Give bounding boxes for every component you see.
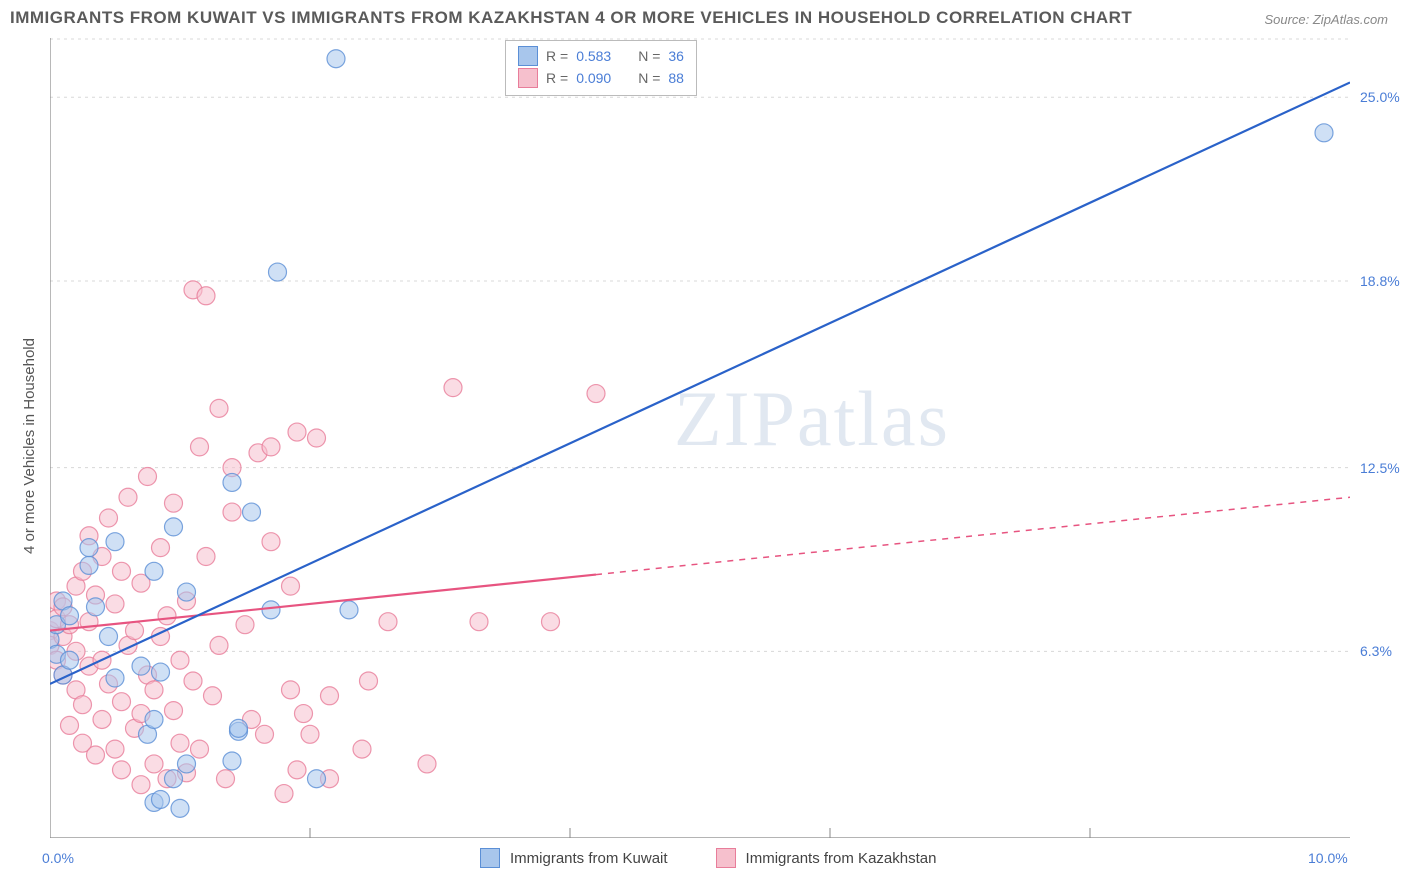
legend-swatch xyxy=(518,68,538,88)
y-axis-label: 4 or more Vehicles in Household xyxy=(21,338,38,554)
chart-title: IMMIGRANTS FROM KUWAIT VS IMMIGRANTS FRO… xyxy=(10,8,1132,28)
legend-swatch xyxy=(480,848,500,868)
legend-stat-row: R =0.583N =36 xyxy=(518,45,684,67)
legend-series-item: Immigrants from Kuwait xyxy=(480,848,668,868)
correlation-chart: 6.3%12.5%18.8%25.0% 0.0%10.0% ZIPatlas R… xyxy=(50,38,1350,838)
legend-series-item: Immigrants from Kazakhstan xyxy=(716,848,937,868)
x-tick-label: 10.0% xyxy=(1308,850,1348,866)
source-attribution: Source: ZipAtlas.com xyxy=(1264,12,1388,27)
chart-svg xyxy=(50,38,1350,838)
legend-stats: R =0.583N =36R =0.090N =88 xyxy=(505,40,697,96)
legend-swatch xyxy=(518,46,538,66)
x-tick-label: 0.0% xyxy=(42,850,74,866)
y-tick-label: 6.3% xyxy=(1360,643,1392,659)
y-tick-label: 18.8% xyxy=(1360,273,1400,289)
legend-series: Immigrants from Kuwait Immigrants from Ka… xyxy=(480,848,936,868)
y-tick-label: 12.5% xyxy=(1360,460,1400,476)
legend-stat-row: R =0.090N =88 xyxy=(518,67,684,89)
y-tick-label: 25.0% xyxy=(1360,89,1400,105)
legend-swatch xyxy=(716,848,736,868)
